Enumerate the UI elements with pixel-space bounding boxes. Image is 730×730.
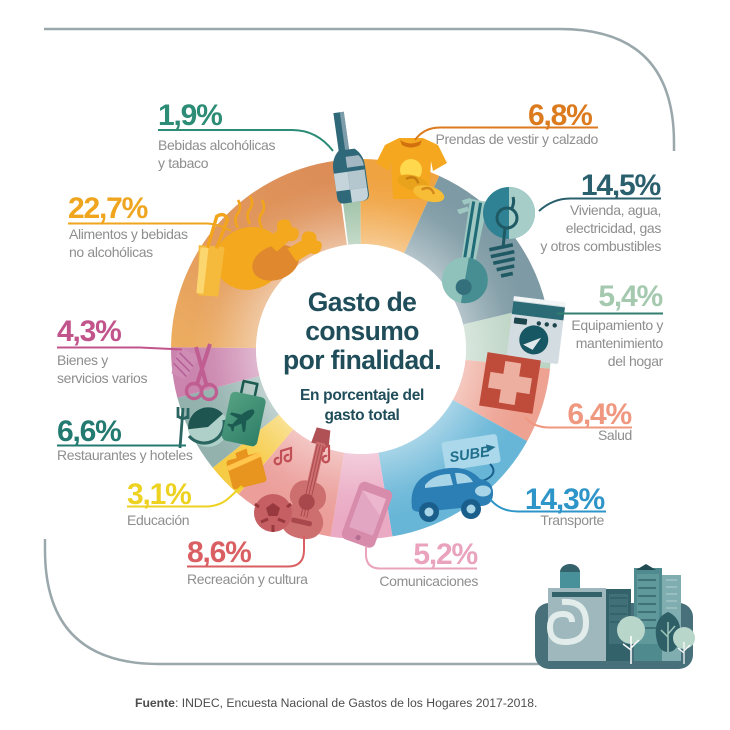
svg-text:por finalidad.: por finalidad. (283, 345, 441, 375)
svg-text:8,6%: 8,6% (187, 536, 251, 569)
svg-text:Prendas de vestir y calzado: Prendas de vestir y calzado (435, 131, 598, 147)
svg-text:Recreación y cultura: Recreación y cultura (187, 571, 308, 587)
svg-text:electricidad, gas: electricidad, gas (566, 220, 662, 236)
svg-text:Restaurantes y hoteles: Restaurantes y hoteles (57, 447, 193, 463)
svg-text:Bienes y: Bienes y (57, 352, 108, 368)
svg-text:Gasto de: Gasto de (308, 287, 417, 317)
svg-text:6,4%: 6,4% (567, 398, 631, 431)
svg-text:del hogar: del hogar (608, 353, 664, 369)
svg-text:22,7%: 22,7% (68, 192, 148, 225)
svg-text:Transporte: Transporte (540, 512, 604, 528)
svg-text:Fuente: INDEC, Encuesta Nacion: Fuente: INDEC, Encuesta Nacional de Gast… (135, 696, 537, 710)
svg-text:6,6%: 6,6% (57, 415, 121, 448)
svg-text:gasto total: gasto total (324, 407, 399, 424)
svg-text:y otros combustibles: y otros combustibles (540, 238, 661, 254)
svg-text:5,2%: 5,2% (413, 538, 477, 571)
svg-text:En porcentaje del: En porcentaje del (300, 387, 424, 404)
svg-text:5,4%: 5,4% (598, 280, 662, 313)
svg-text:14,5%: 14,5% (581, 169, 661, 202)
svg-text:mantenimiento: mantenimiento (576, 335, 664, 351)
svg-text:4,3%: 4,3% (57, 315, 121, 348)
svg-text:Comunicaciones: Comunicaciones (379, 573, 478, 589)
svg-text:consumo: consumo (305, 316, 419, 346)
svg-text:Educación: Educación (127, 512, 189, 528)
svg-text:Equipamiento y: Equipamiento y (571, 317, 663, 333)
svg-text:no alcohólicas: no alcohólicas (69, 244, 153, 260)
svg-text:SUBE: SUBE (448, 444, 492, 466)
svg-text:Alimentos y bebidas: Alimentos y bebidas (69, 226, 188, 242)
svg-text:Vivienda, agua,: Vivienda, agua, (570, 202, 661, 218)
svg-text:Bebidas alcohólicas: Bebidas alcohólicas (158, 137, 275, 153)
svg-text:Salud: Salud (598, 427, 632, 443)
svg-text:y tabaco: y tabaco (158, 155, 209, 171)
svg-text:servicios varios: servicios varios (57, 370, 147, 386)
svg-text:1,9%: 1,9% (158, 99, 222, 132)
